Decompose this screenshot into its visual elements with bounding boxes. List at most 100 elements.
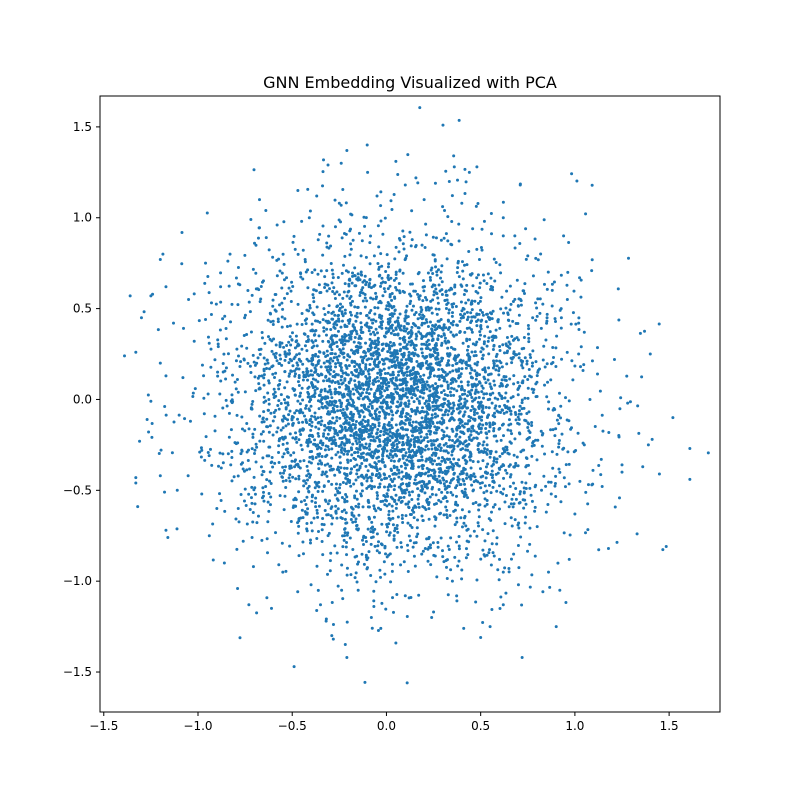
scatter-point bbox=[345, 495, 349, 499]
scatter-point bbox=[467, 540, 471, 544]
scatter-point bbox=[494, 261, 498, 265]
scatter-point bbox=[389, 495, 393, 499]
scatter-point bbox=[512, 502, 516, 506]
scatter-point bbox=[484, 320, 488, 324]
scatter-point bbox=[426, 325, 430, 329]
scatter-point bbox=[420, 308, 424, 312]
scatter-point bbox=[353, 335, 357, 339]
scatter-point bbox=[289, 466, 293, 470]
scatter-point bbox=[334, 482, 338, 486]
scatter-point bbox=[381, 408, 385, 412]
scatter-point bbox=[468, 455, 472, 459]
scatter-point bbox=[469, 475, 473, 479]
scatter-point bbox=[493, 415, 497, 419]
scatter-point bbox=[300, 311, 304, 315]
scatter-point bbox=[479, 327, 483, 331]
scatter-point bbox=[514, 461, 518, 465]
scatter-point bbox=[251, 511, 255, 515]
scatter-point bbox=[262, 420, 266, 424]
scatter-point bbox=[362, 387, 366, 391]
scatter-point bbox=[337, 317, 341, 321]
scatter-point bbox=[357, 411, 361, 415]
scatter-point bbox=[516, 543, 520, 547]
scatter-point bbox=[359, 386, 363, 390]
scatter-point bbox=[429, 439, 433, 443]
scatter-point bbox=[511, 395, 515, 399]
scatter-point bbox=[240, 448, 244, 452]
scatter-point bbox=[448, 402, 452, 406]
scatter-point bbox=[378, 368, 382, 372]
scatter-point bbox=[501, 343, 505, 347]
scatter-point bbox=[495, 359, 499, 363]
scatter-point bbox=[526, 421, 530, 425]
scatter-point bbox=[455, 425, 459, 429]
scatter-point bbox=[437, 395, 441, 399]
scatter-point bbox=[360, 391, 364, 395]
scatter-point bbox=[382, 367, 386, 371]
scatter-point bbox=[455, 354, 459, 358]
scatter-point bbox=[266, 335, 270, 339]
scatter-point bbox=[407, 473, 411, 477]
scatter-point bbox=[435, 327, 439, 331]
scatter-point bbox=[508, 284, 512, 288]
scatter-point bbox=[333, 438, 337, 442]
scatter-point bbox=[450, 194, 454, 198]
scatter-point bbox=[320, 462, 324, 466]
scatter-point bbox=[219, 300, 223, 304]
scatter-point bbox=[311, 311, 315, 315]
scatter-point bbox=[355, 368, 359, 372]
scatter-point bbox=[489, 563, 493, 567]
scatter-point bbox=[378, 474, 382, 478]
scatter-point bbox=[208, 447, 212, 451]
scatter-point bbox=[361, 505, 365, 509]
scatter-point bbox=[413, 429, 417, 433]
scatter-point bbox=[463, 492, 467, 496]
scatter-point bbox=[500, 397, 504, 400]
scatter-point bbox=[419, 305, 423, 309]
scatter-point bbox=[340, 340, 344, 344]
scatter-point bbox=[516, 393, 520, 397]
scatter-point bbox=[381, 294, 385, 298]
scatter-point bbox=[373, 544, 377, 548]
scatter-point bbox=[409, 414, 413, 418]
scatter-point bbox=[262, 490, 265, 494]
scatter-point bbox=[378, 467, 382, 471]
scatter-point bbox=[433, 415, 437, 419]
scatter-point bbox=[318, 394, 322, 398]
scatter-point bbox=[269, 312, 273, 316]
scatter-point bbox=[453, 347, 457, 351]
scatter-point bbox=[372, 599, 376, 603]
scatter-point bbox=[457, 534, 461, 538]
scatter-point bbox=[372, 528, 376, 532]
scatter-point bbox=[491, 285, 495, 289]
scatter-point bbox=[428, 389, 432, 393]
scatter-point bbox=[503, 449, 507, 453]
scatter-point bbox=[325, 289, 329, 293]
scatter-point bbox=[478, 467, 482, 471]
scatter-point bbox=[405, 395, 409, 399]
scatter-point bbox=[305, 421, 309, 425]
scatter-point bbox=[558, 470, 562, 474]
scatter-point bbox=[315, 305, 319, 309]
scatter-point bbox=[346, 458, 350, 462]
scatter-point bbox=[455, 594, 459, 598]
scatter-point bbox=[399, 496, 403, 500]
scatter-point bbox=[373, 451, 377, 455]
scatter-point bbox=[308, 541, 312, 545]
scatter-point bbox=[316, 431, 320, 435]
scatter-point bbox=[405, 254, 409, 258]
scatter-point bbox=[323, 448, 327, 452]
scatter-point bbox=[480, 415, 484, 419]
scatter-point bbox=[429, 278, 432, 282]
scatter-point bbox=[636, 404, 640, 408]
scatter-point bbox=[378, 325, 382, 329]
scatter-point bbox=[466, 406, 470, 410]
scatter-point bbox=[351, 323, 355, 327]
scatter-point bbox=[342, 290, 346, 294]
scatter-point bbox=[523, 521, 527, 525]
scatter-point bbox=[535, 374, 539, 378]
scatter-point bbox=[439, 334, 443, 338]
scatter-point bbox=[332, 370, 336, 374]
scatter-point bbox=[504, 468, 508, 472]
scatter-point bbox=[435, 312, 439, 316]
